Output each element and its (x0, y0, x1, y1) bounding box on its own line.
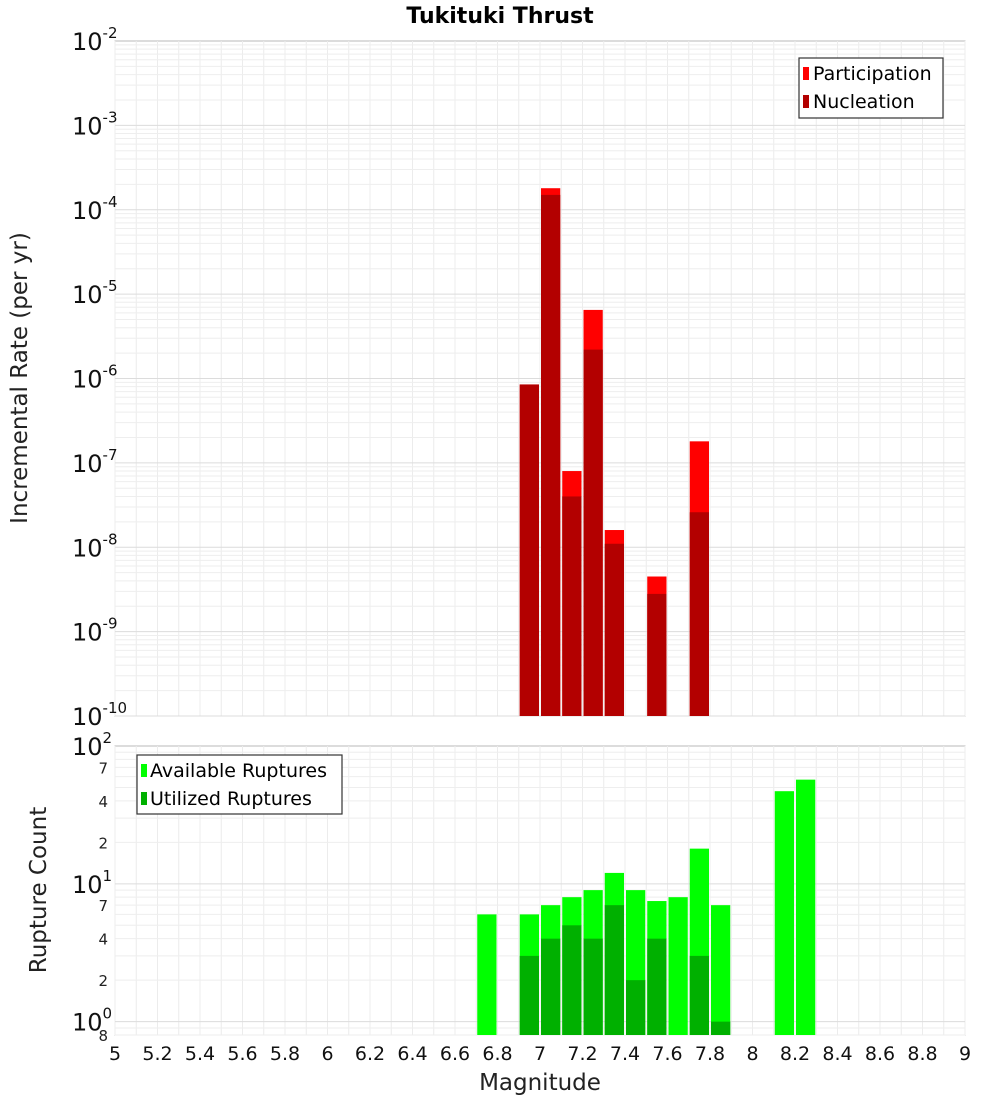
top-legend: Participation Nucleation (798, 57, 944, 119)
x-tick-label: 7.6 (652, 1043, 682, 1065)
legend-swatch-nucleation (803, 95, 809, 108)
x-tick-label: 5 (109, 1043, 121, 1065)
x-tick-label: 8.6 (865, 1043, 895, 1065)
top-bar-b (647, 593, 667, 716)
bottom-bar-b (583, 938, 603, 1035)
top-plot-grid (114, 41, 966, 717)
x-tick-label: 5.2 (142, 1043, 172, 1065)
bottom-bar-b (626, 980, 646, 1035)
top-y-axis-label: Incremental Rate (per yr) (7, 232, 33, 524)
y-minor-tick-label: 4 (98, 931, 108, 949)
top-bar-b (562, 496, 582, 716)
top-bar-b (604, 543, 624, 716)
legend-swatch-utilized (141, 792, 147, 805)
bottom-bar-b (689, 955, 709, 1035)
bottom-bar-b (604, 905, 624, 1035)
y-minor-tick-label: 8 (98, 1027, 108, 1045)
top-bar-b (541, 194, 561, 716)
legend-label-utilized: Utilized Ruptures (150, 788, 312, 810)
legend-label-nucleation: Nucleation (813, 91, 915, 113)
y-minor-tick-label: 2 (98, 834, 108, 852)
top-plot-bars (519, 188, 709, 717)
chart-title: Tukituki Thrust (406, 4, 594, 29)
x-tick-label: 6.2 (355, 1043, 385, 1065)
y-tick-label: 10-10 (72, 699, 127, 731)
y-minor-tick-label: 2 (98, 972, 108, 990)
top-bar-b (519, 384, 539, 716)
x-tick-label: 6.8 (482, 1043, 512, 1065)
x-tick-label: 9 (959, 1043, 971, 1065)
bottom-bar-b (647, 938, 667, 1035)
x-tick-label: 8.2 (780, 1043, 810, 1065)
y-minor-tick-label: 7 (98, 759, 108, 777)
top-plot-panel: 10-10 10-9 10-8 10-7 10-6 10-5 10-4 10-3 10-2 In… (7, 24, 966, 731)
x-tick-label: 8.4 (822, 1043, 852, 1065)
bottom-y-axis-label: Rupture Count (26, 807, 52, 973)
bottom-bar-a (774, 791, 794, 1035)
y-minor-tick-label: 7 (98, 897, 108, 915)
y-tick-label: 10-4 (72, 193, 118, 225)
y-tick-label: 10-5 (72, 277, 118, 309)
y-tick-label: 10-9 (72, 615, 118, 647)
legend-swatch-available (141, 764, 147, 777)
bottom-bar-b (519, 955, 539, 1035)
x-tick-label: 7.2 (567, 1043, 597, 1065)
x-tick-label: 7 (534, 1043, 546, 1065)
legend-swatch-participation (803, 67, 809, 80)
bottom-bar-b (711, 1021, 731, 1035)
x-tick-label: 8.8 (907, 1043, 937, 1065)
x-tick-label: 6.4 (397, 1043, 427, 1065)
x-tick-label: 8 (746, 1043, 758, 1065)
y-tick-label: 10-6 (72, 362, 118, 394)
x-tick-label: 7.8 (695, 1043, 725, 1065)
y-tick-label: 10-8 (72, 530, 118, 562)
x-tick-labels: 5 5.2 5.4 5.6 5.8 6 6.2 6.4 6.6 6.8 7 7.2 7.4 7.6 7.8 8… (109, 1043, 971, 1065)
y-tick-label: 101 (72, 867, 112, 899)
y-tick-label: 10-7 (72, 446, 118, 478)
x-tick-label: 6 (321, 1043, 333, 1065)
legend-label-participation: Participation (813, 63, 932, 85)
bottom-legend: Available Ruptures Utilized Ruptures (136, 754, 343, 815)
y-minor-tick-label: 4 (98, 793, 108, 811)
bottom-bar-a (477, 914, 497, 1035)
y-tick-label: 10-2 (72, 24, 118, 56)
x-tick-label: 6.6 (440, 1043, 470, 1065)
x-axis-label: Magnitude (479, 1070, 601, 1096)
bottom-plot-bars (477, 779, 816, 1035)
y-tick-label: 10-3 (72, 108, 118, 140)
x-tick-label: 5.8 (270, 1043, 300, 1065)
bottom-bar-a (796, 779, 816, 1035)
top-bar-b (583, 349, 603, 716)
bottom-bar-b (562, 925, 582, 1035)
x-tick-label: 7.4 (610, 1043, 640, 1065)
x-tick-label: 5.6 (227, 1043, 257, 1065)
x-tick-label: 5.4 (185, 1043, 215, 1065)
legend-label-available: Available Ruptures (150, 760, 327, 782)
top-bar-b (689, 512, 709, 716)
bottom-bar-a (668, 897, 688, 1035)
bottom-bar-a (711, 905, 731, 1035)
bottom-bar-b (541, 938, 561, 1035)
y-tick-label: 102 (72, 729, 112, 761)
